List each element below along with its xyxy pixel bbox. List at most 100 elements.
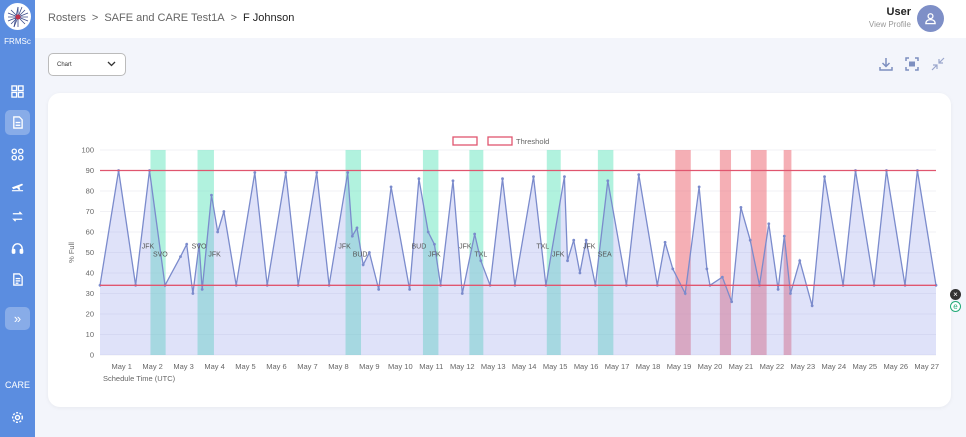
fullscreen-icon[interactable] — [904, 56, 920, 72]
gear-icon — [11, 411, 24, 424]
airport-label: JFK — [142, 243, 155, 250]
series-point — [705, 267, 709, 271]
y-tick-label: 90 — [86, 166, 94, 175]
airport-label: TXL — [536, 243, 549, 250]
breadcrumb-rosters[interactable]: Rosters — [48, 12, 86, 24]
series-point — [216, 230, 220, 234]
nav-dashboard[interactable] — [5, 79, 30, 104]
sidebar: FRMSc » CARE — [0, 0, 35, 437]
airport-label: JFK — [428, 252, 441, 259]
report-icon — [13, 273, 23, 286]
x-tick-label: May 22 — [760, 362, 785, 371]
apps-icon — [11, 148, 24, 161]
series-point — [606, 179, 610, 183]
document-icon — [13, 116, 23, 129]
x-tick-label: May 27 — [914, 362, 939, 371]
series-point — [501, 177, 504, 181]
series-point — [98, 283, 102, 287]
x-tick-label: May 6 — [266, 362, 286, 371]
user-name: User — [886, 6, 911, 18]
series-point — [584, 238, 588, 242]
airport-label: TXL — [474, 252, 487, 259]
nav-rosters[interactable] — [5, 110, 30, 135]
x-tick-label: May 16 — [574, 362, 599, 371]
breadcrumb-current: F Johnson — [243, 12, 295, 24]
avatar[interactable] — [917, 5, 944, 32]
y-tick-label: 80 — [86, 187, 94, 196]
nav-modules[interactable] — [5, 142, 30, 167]
user-block: User View Profile — [869, 6, 911, 29]
airport-label: SVO — [192, 243, 207, 250]
airport-label: BUD — [353, 252, 368, 259]
x-tick-label: May 12 — [450, 362, 475, 371]
airplane-icon — [11, 183, 24, 192]
feedback-widget-icon[interactable]: e — [950, 301, 961, 312]
double-chevron-right-icon: » — [13, 311, 22, 326]
airport-label: JFK — [459, 243, 472, 250]
airport-label: BUD — [412, 243, 427, 250]
series-point — [433, 242, 436, 246]
series-point — [563, 175, 566, 179]
flight-band — [597, 150, 614, 355]
series-point — [210, 193, 213, 197]
series-point — [782, 234, 786, 238]
download-icon[interactable] — [878, 56, 894, 72]
app-logo[interactable] — [4, 3, 31, 30]
airport-label: JFK — [552, 252, 565, 259]
y-tick-label: 10 — [86, 330, 94, 339]
nav-support[interactable] — [5, 236, 30, 261]
violation-band — [719, 150, 732, 355]
series-point — [566, 259, 569, 263]
nav-swap[interactable] — [5, 204, 30, 229]
series-point — [767, 222, 771, 226]
series-point — [697, 185, 701, 189]
nav-reports[interactable] — [5, 267, 30, 292]
series-point — [460, 292, 464, 295]
series-point — [367, 251, 371, 254]
x-tick-label: May 8 — [328, 362, 348, 371]
close-widget-icon[interactable]: × — [950, 289, 961, 300]
series-point — [823, 175, 826, 179]
series-point — [350, 234, 354, 238]
x-tick-label: May 9 — [359, 362, 379, 371]
series-point — [191, 292, 195, 295]
series-point — [315, 171, 319, 174]
x-tick-label: May 18 — [636, 362, 661, 371]
series-point — [789, 292, 792, 295]
x-tick-label: May 14 — [512, 362, 537, 371]
x-tick-label: May 4 — [204, 362, 224, 371]
nav-flights[interactable] — [5, 173, 30, 198]
view-select[interactable]: Chart — [48, 53, 126, 76]
x-tick-label: May 26 — [883, 362, 908, 371]
flight-band — [422, 150, 439, 355]
series-point — [389, 185, 393, 189]
x-axis-label: Schedule Time (UTC) — [103, 374, 176, 383]
collapse-icon[interactable] — [930, 56, 946, 72]
airport-label: JFK — [583, 243, 596, 250]
flight-band — [469, 150, 484, 355]
series-point — [739, 206, 743, 209]
breadcrumb-roster-name[interactable]: SAFE and CARE Test1A — [104, 12, 225, 24]
x-tick-label: May 13 — [481, 362, 506, 371]
chevron-down-icon — [107, 61, 116, 67]
view-profile-link[interactable]: View Profile — [868, 20, 911, 29]
series-point — [284, 171, 288, 174]
breadcrumb-separator: > — [230, 12, 238, 24]
expand-sidebar-button[interactable]: » — [5, 307, 30, 330]
series-point — [346, 171, 350, 174]
x-tick-label: May 5 — [235, 362, 255, 371]
series-point — [222, 210, 226, 213]
series-point — [671, 267, 675, 271]
series-point — [720, 275, 724, 279]
nav-settings[interactable] — [5, 405, 30, 430]
airport-label: SEA — [598, 252, 612, 259]
series-point — [663, 240, 667, 244]
fatigue-chart[interactable]: 0102030405060708090100JFKSVOSVOJFKJFKBUD… — [48, 93, 951, 407]
violation-band — [750, 150, 767, 355]
swap-arrows-icon — [12, 211, 23, 222]
series-point — [185, 242, 189, 246]
series-point — [377, 288, 381, 291]
legend-entry-threshold: Threshold — [516, 137, 549, 146]
violation-band — [783, 150, 792, 355]
series-point — [572, 238, 576, 242]
